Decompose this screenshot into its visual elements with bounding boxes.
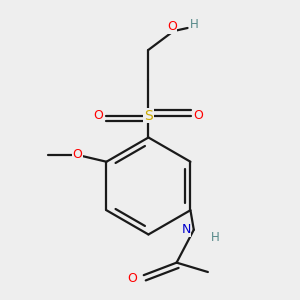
Text: O: O: [194, 109, 203, 122]
Text: O: O: [128, 272, 137, 285]
Text: O: O: [93, 109, 103, 122]
Text: N: N: [181, 223, 191, 236]
Text: H: H: [189, 18, 198, 32]
Text: O: O: [72, 148, 82, 161]
Text: H: H: [211, 231, 220, 244]
Text: S: S: [144, 109, 153, 123]
Text: O: O: [167, 20, 177, 33]
